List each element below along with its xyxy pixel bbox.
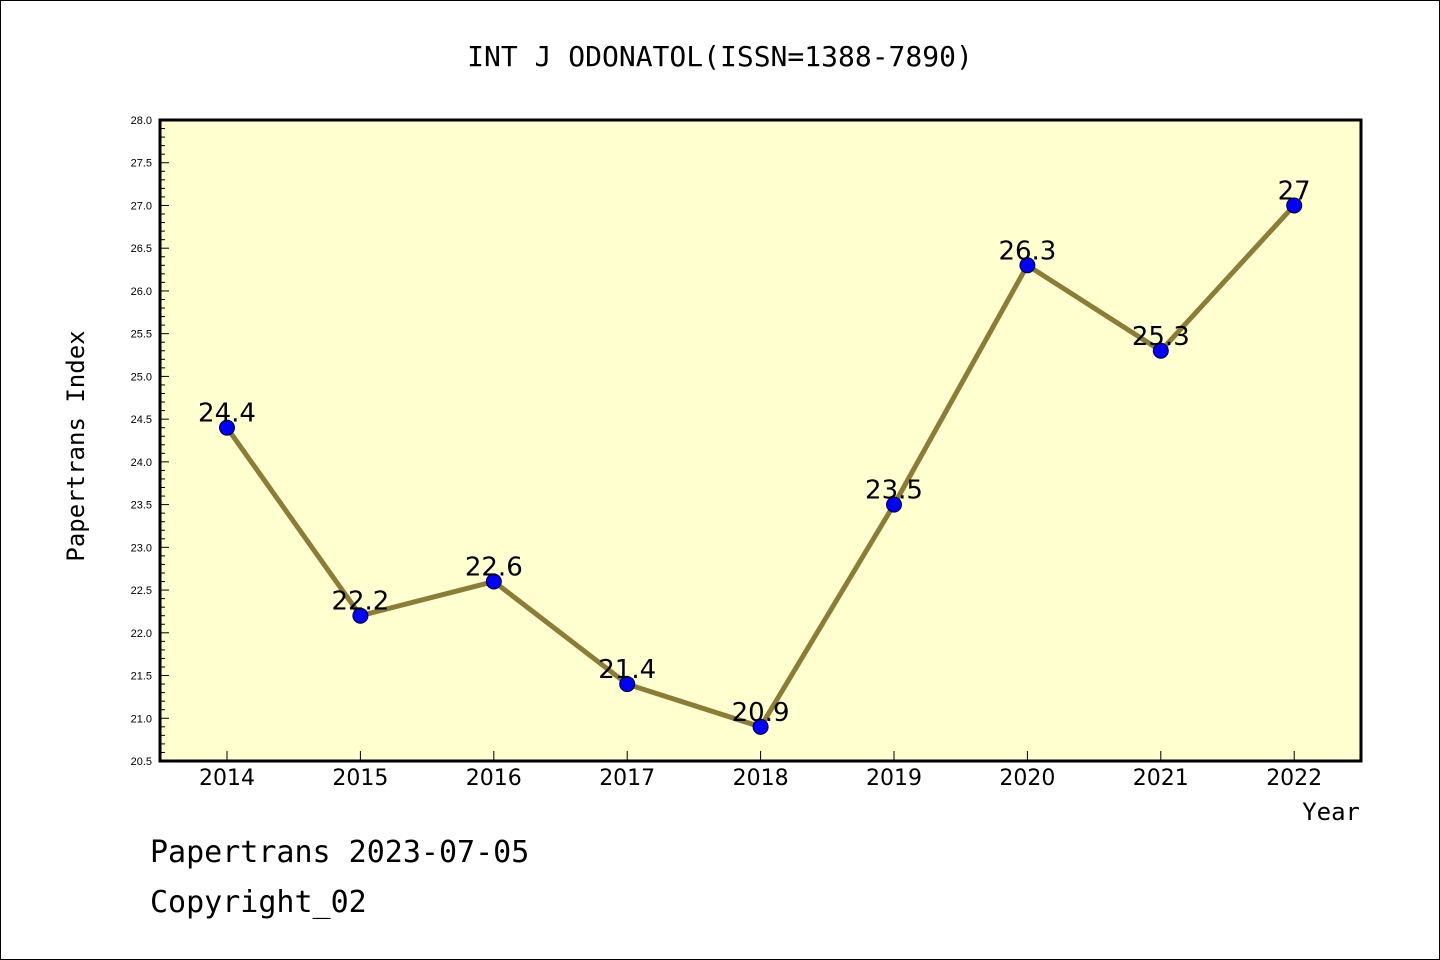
x-tick-label: 2022 bbox=[1266, 766, 1322, 791]
x-tick-label: 2016 bbox=[466, 766, 522, 791]
y-tick-label: 25.0 bbox=[131, 371, 152, 383]
x-tick-label: 2019 bbox=[866, 766, 922, 791]
x-axis-label: Year bbox=[1302, 798, 1360, 826]
data-point bbox=[1286, 197, 1303, 214]
y-tick-label: 22.5 bbox=[131, 585, 152, 597]
x-tick-label: 2021 bbox=[1133, 766, 1189, 791]
y-tick-label: 23.0 bbox=[131, 542, 152, 554]
y-tick-label: 26.0 bbox=[131, 286, 152, 298]
footer-date: Papertrans 2023-07-05 bbox=[150, 835, 530, 870]
x-tick-label: 2015 bbox=[332, 766, 388, 791]
y-tick-label: 22.0 bbox=[131, 628, 152, 640]
data-point bbox=[219, 419, 235, 436]
y-tick-label: 21.0 bbox=[131, 713, 152, 725]
data-point bbox=[485, 573, 502, 590]
data-label: 20.9 bbox=[732, 698, 790, 728]
data-label: 22.6 bbox=[465, 553, 523, 583]
data-point bbox=[886, 496, 902, 513]
y-axis: 20.5 21.0 21.5 22.0 22.5 23.0 23.5 24.0 24.5 25.0… bbox=[131, 115, 169, 768]
y-axis-label: Papertrans Index bbox=[62, 330, 90, 561]
y-tick-label: 24.5 bbox=[131, 414, 152, 426]
data-point bbox=[752, 718, 769, 735]
data-point bbox=[1152, 342, 1169, 359]
x-tick-label: 2014 bbox=[199, 766, 255, 791]
x-tick-label: 2018 bbox=[733, 766, 789, 791]
y-tick-label: 24.0 bbox=[131, 457, 152, 469]
data-label: 26.3 bbox=[998, 236, 1056, 266]
x-tick-label: 2020 bbox=[999, 766, 1055, 791]
y-tick-label: 26.5 bbox=[131, 243, 152, 255]
data-label: 25.3 bbox=[1132, 322, 1190, 352]
x-tick-label: 2017 bbox=[599, 766, 655, 791]
footer-copyright: Copyright_02 bbox=[150, 885, 367, 920]
y-tick-label: 21.5 bbox=[131, 671, 152, 683]
series-group: 24.4 22.2 22.6 21.4 20.9 23.5 26.3 25.3 27 bbox=[198, 176, 1311, 735]
y-tick-label: 27.5 bbox=[131, 158, 152, 170]
y-tick-label: 25.5 bbox=[131, 329, 152, 341]
data-label: 22.2 bbox=[331, 587, 389, 617]
data-point bbox=[1019, 257, 1036, 274]
y-tick-label: 20.5 bbox=[131, 756, 152, 768]
data-label: 23.5 bbox=[865, 476, 923, 506]
chart-title: INT J ODONATOL(ISSN=1388-7890) bbox=[467, 40, 973, 73]
data-point bbox=[619, 676, 636, 693]
data-point bbox=[352, 607, 369, 624]
x-axis: 2014 2015 2016 2017 2018 2019 2020 2021 2022 bbox=[199, 751, 1322, 791]
data-label: 24.4 bbox=[198, 399, 256, 429]
data-label: 21.4 bbox=[598, 655, 656, 685]
y-tick-label: 27.0 bbox=[131, 200, 152, 212]
y-tick-label: 28.0 bbox=[131, 115, 152, 127]
plot-area bbox=[158, 118, 1363, 763]
data-label: 27 bbox=[1278, 176, 1311, 206]
y-tick-label: 23.5 bbox=[131, 500, 152, 512]
